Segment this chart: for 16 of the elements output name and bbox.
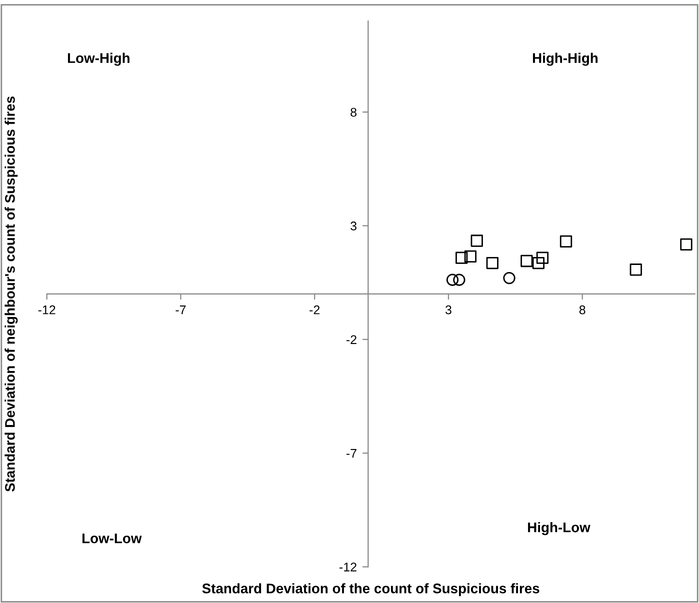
x-tick-label: 3 <box>445 305 452 314</box>
y-tick-label: -2 <box>346 335 356 344</box>
y-axis-title: Standard Deviation of neighbour's count of Suspicious fires <box>4 96 18 492</box>
annotation: High-Low <box>528 522 590 536</box>
y-tick-label: -12 <box>340 562 356 572</box>
annotation: High-High <box>532 52 598 66</box>
annotation: Low-Low <box>82 534 142 544</box>
x-tick-label: -7 <box>176 306 186 314</box>
x-axis-title: Standard Deviation of the count of Suspicious fires <box>202 583 540 596</box>
x-tick-label: 8 <box>579 305 586 314</box>
x-tick-label: -12 <box>38 305 56 314</box>
y-tick-label: 3 <box>350 222 356 230</box>
x-tick-label: -2 <box>310 305 320 314</box>
y-tick-label: 8 <box>350 108 356 117</box>
y-tick-label: -7 <box>346 449 356 458</box>
annotation: Low-High <box>68 52 130 66</box>
